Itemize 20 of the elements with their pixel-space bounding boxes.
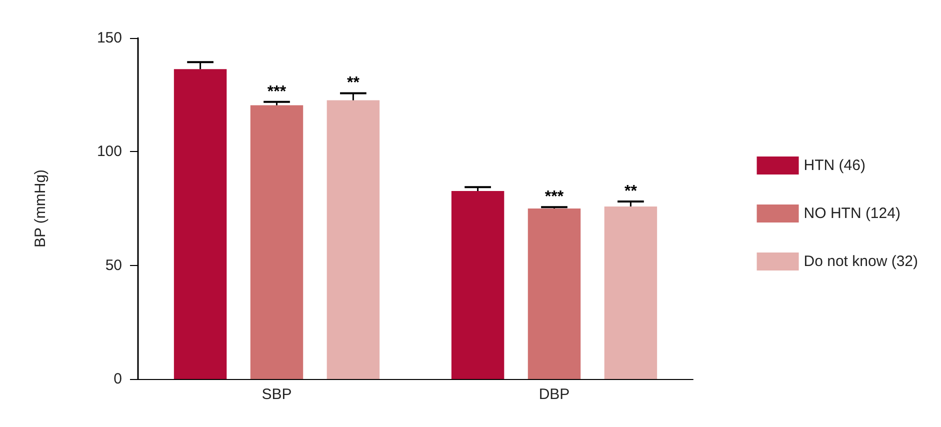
x-tick-label: DBP xyxy=(538,386,570,403)
bar xyxy=(604,206,658,379)
y-tick-label: 100 xyxy=(96,143,122,160)
bar xyxy=(528,208,581,379)
bar xyxy=(326,100,380,379)
data-label: ** xyxy=(624,182,638,200)
x-tick-label: SBP xyxy=(262,386,292,403)
legend-label: HTN (46) xyxy=(804,157,866,174)
legend-label: NO HTN (124) xyxy=(804,205,900,222)
data-label: *** xyxy=(544,188,564,206)
y-tick-label: 150 xyxy=(96,30,122,46)
bar xyxy=(250,105,304,379)
bar xyxy=(174,69,227,379)
y-tick-label: 50 xyxy=(105,256,122,274)
data-label: ** xyxy=(346,74,360,92)
bar xyxy=(451,190,504,379)
y-axis-title: BP (mmHg) xyxy=(32,169,49,248)
data-label: *** xyxy=(267,83,287,100)
y-tick-label: 0 xyxy=(114,370,122,388)
legend-label: Do not know (32) xyxy=(804,253,918,270)
